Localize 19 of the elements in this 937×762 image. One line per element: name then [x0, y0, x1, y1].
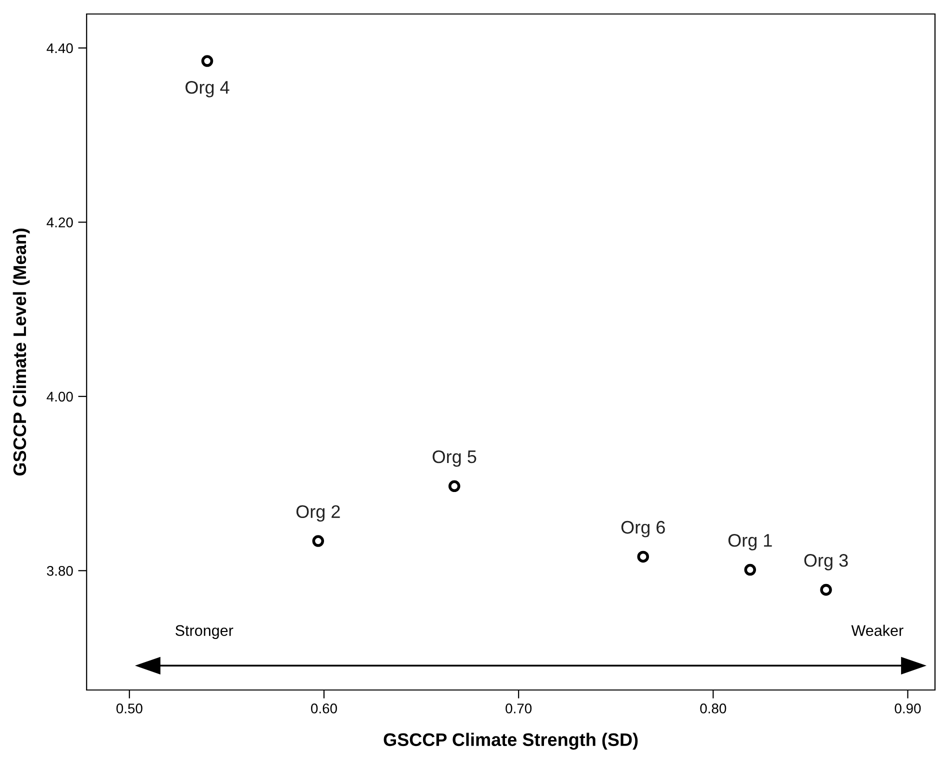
x-tick-label: 0.80 — [700, 704, 726, 714]
y-axis-title: GSCCP Climate Level (Mean) — [12, 228, 30, 476]
y-tick-label: 4.20 — [46, 218, 73, 228]
annotation: Org 6 — [621, 520, 665, 538]
annotation: Weaker — [851, 624, 904, 636]
annotation: Org 5 — [432, 450, 476, 467]
x-axis-title: GSCCP Climate Strength (SD) — [384, 732, 638, 750]
x-tick-label: 0.50 — [116, 704, 142, 714]
annotation: Org 3 — [804, 554, 848, 570]
x-tick-label: 0.70 — [506, 704, 532, 714]
y-tick-label: 4.00 — [46, 392, 73, 402]
annotation: Stronger — [176, 625, 234, 639]
annotation: Org 2 — [296, 505, 340, 522]
x-tick-label: 0.90 — [894, 704, 921, 714]
annotation: Org 4 — [186, 80, 230, 98]
y-tick-label: 4.40 — [46, 43, 73, 54]
y-tick-label: 3.80 — [46, 566, 73, 576]
annotation: Org 1 — [728, 534, 772, 550]
x-tick-label: 0.60 — [311, 704, 337, 714]
